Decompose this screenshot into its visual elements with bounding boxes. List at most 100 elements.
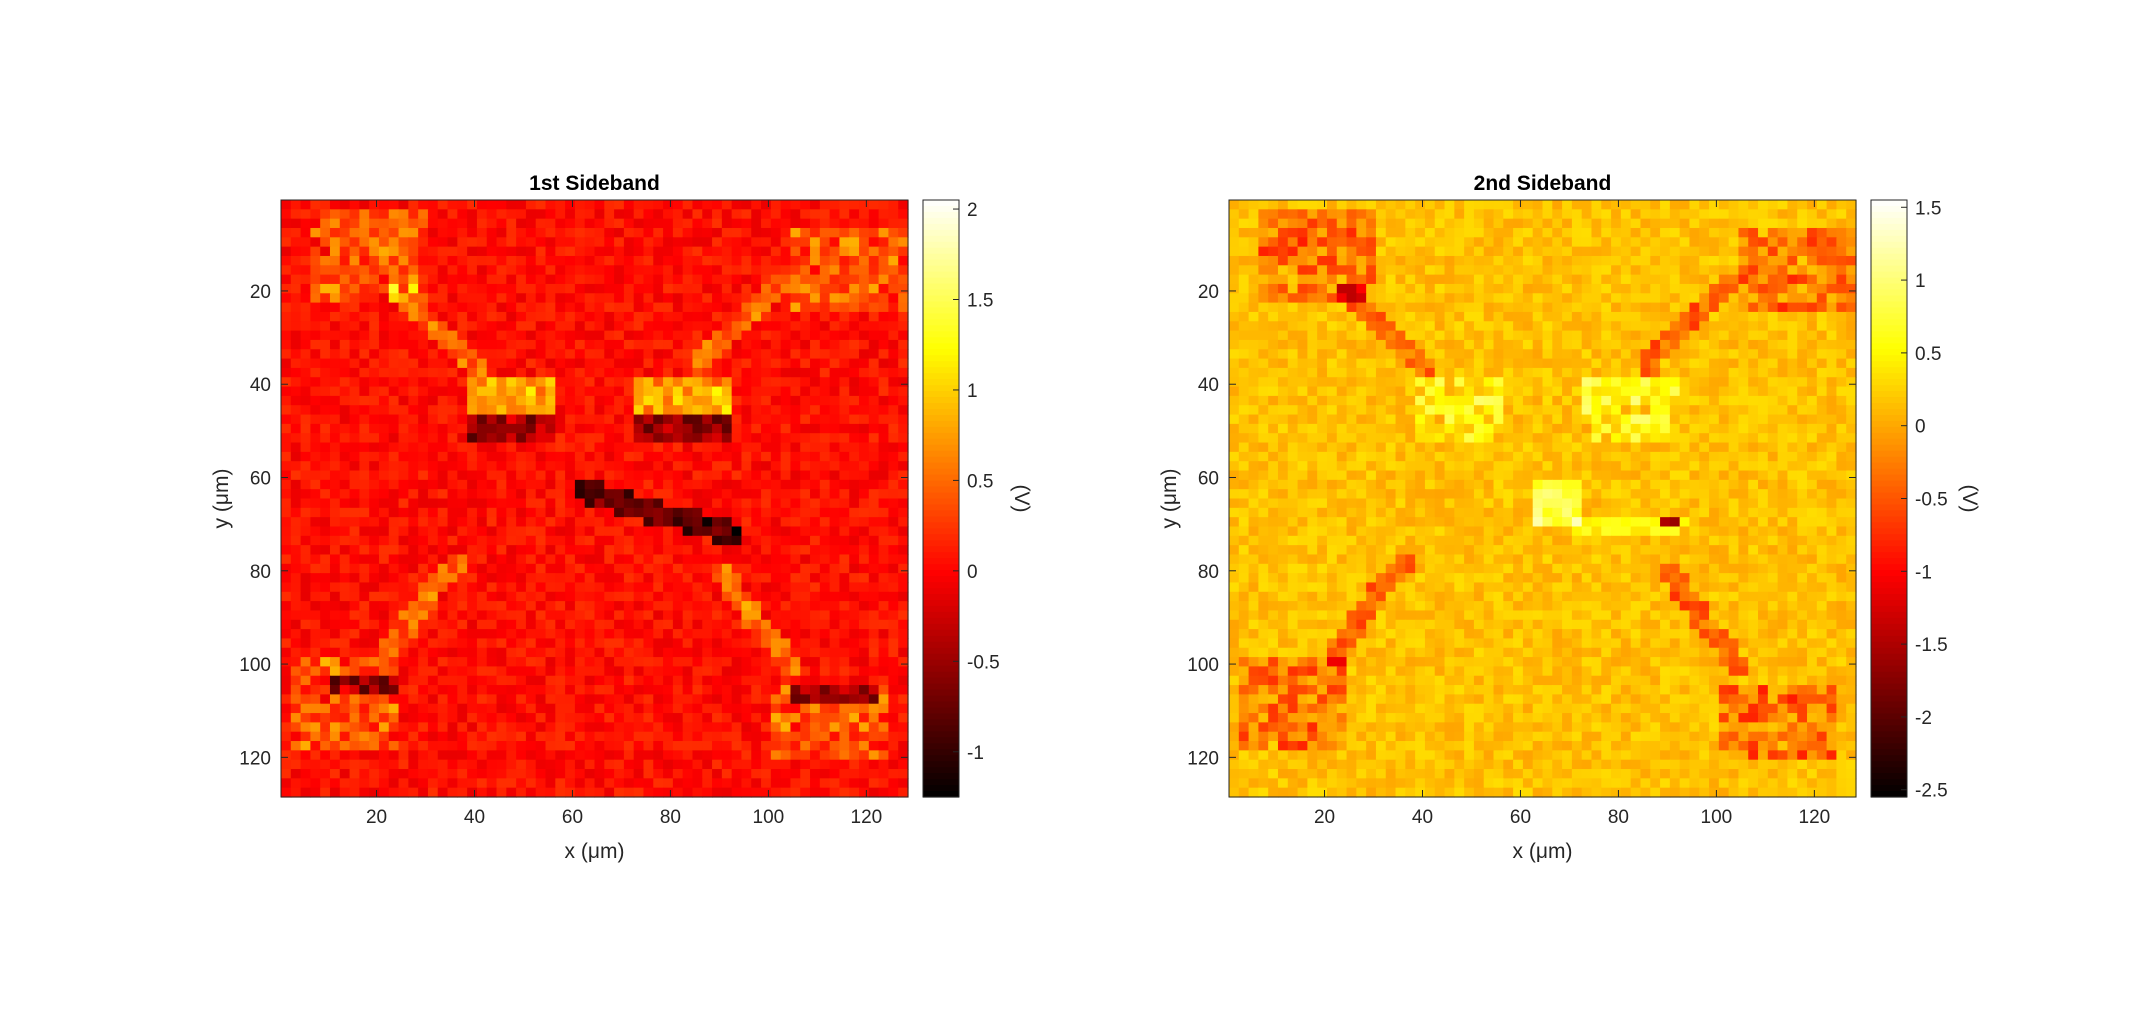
heatmap-cell: [1424, 200, 1436, 210]
heatmap-cell: [378, 339, 390, 350]
heatmap-cell: [682, 713, 694, 723]
heatmap-cell: [496, 405, 507, 416]
colorbar-segment: [923, 253, 959, 261]
heatmap-cell: [761, 227, 772, 238]
heatmap-cell: [584, 302, 596, 313]
colorbar-tick-label: -1: [967, 743, 984, 764]
heatmap-cell: [751, 489, 762, 500]
heatmap-cell: [780, 563, 792, 574]
colorbar-segment: [923, 450, 959, 458]
heatmap-cell: [467, 657, 478, 668]
heatmap-cell: [839, 246, 850, 257]
heatmap-cell: [702, 582, 713, 593]
heatmap-cell: [623, 554, 635, 565]
heatmap-cell: [427, 209, 439, 220]
heatmap-cell: [810, 470, 821, 481]
heatmap-cell: [721, 479, 733, 490]
heatmap-cell: [702, 451, 713, 462]
heatmap-cell: [643, 470, 654, 481]
heatmap-cell: [741, 293, 752, 304]
heatmap-cell: [359, 685, 370, 695]
heatmap-cell: [682, 619, 694, 630]
heatmap-cell: [476, 685, 488, 695]
heatmap-cell: [281, 517, 292, 528]
heatmap-cell: [604, 610, 615, 621]
heatmap-cell: [702, 619, 713, 630]
heatmap-cell: [457, 246, 468, 257]
heatmap-cell: [712, 358, 723, 369]
heatmap-cell: [584, 237, 596, 248]
heatmap-cell: [290, 657, 302, 668]
heatmap-cell: [810, 274, 821, 285]
heatmap-cell: [427, 330, 439, 341]
heatmap-cell: [653, 573, 664, 584]
heatmap-cell: [1650, 237, 1661, 248]
colorbar-segment: [923, 695, 959, 703]
heatmap-cell: [672, 433, 684, 444]
heatmap-cell: [692, 274, 703, 285]
heatmap-cell: [1601, 209, 1612, 220]
heatmap-cell: [1248, 302, 1259, 313]
heatmap-cell: [320, 321, 331, 332]
heatmap-cell: [819, 451, 831, 462]
heatmap-cell: [506, 675, 517, 686]
heatmap-cell: [790, 535, 801, 546]
heatmap-cell: [1287, 274, 1299, 285]
heatmap-cell: [868, 265, 880, 276]
heatmap-cell: [653, 218, 664, 229]
heatmap-cell: [545, 526, 556, 537]
heatmap-cell: [555, 731, 566, 742]
heatmap-cell: [565, 647, 576, 658]
heatmap-cell: [398, 619, 409, 630]
heatmap-cell: [653, 601, 664, 612]
heatmap-cell: [398, 591, 409, 602]
heatmap-cell: [633, 311, 645, 322]
heatmap-cell: [1669, 274, 1681, 285]
heatmap-cell: [633, 675, 645, 686]
heatmap-cell: [555, 591, 566, 602]
heatmap-cell: [486, 237, 498, 248]
heatmap-cell: [868, 619, 880, 630]
heatmap-cell: [329, 209, 341, 220]
heatmap-cell: [388, 554, 400, 565]
heatmap-cell: [359, 274, 370, 285]
heatmap-cell: [731, 769, 743, 779]
heatmap-cell: [584, 451, 596, 462]
heatmap-cell: [388, 647, 400, 658]
heatmap-cell: [623, 591, 635, 602]
heatmap-cell: [1375, 209, 1387, 220]
heatmap-cell: [1660, 293, 1671, 304]
heatmap-cell: [790, 470, 801, 481]
heatmap-cell: [780, 218, 792, 229]
heatmap-cell: [310, 200, 321, 210]
heatmap-cell: [643, 255, 654, 266]
heatmap-cell: [1229, 265, 1240, 276]
heatmap-cell: [712, 685, 723, 695]
heatmap-cell: [486, 591, 498, 602]
heatmap-cell: [565, 787, 576, 798]
heatmap-cell: [329, 386, 341, 397]
heatmap-cell: [702, 246, 713, 257]
heatmap-cell: [810, 200, 821, 210]
heatmap-cell: [281, 265, 292, 276]
heatmap-cell: [800, 526, 811, 537]
heatmap-cell: [388, 433, 400, 444]
heatmap-cell: [437, 535, 449, 546]
heatmap-cell: [545, 750, 556, 761]
heatmap-cell: [329, 666, 341, 677]
heatmap-cell: [1562, 274, 1573, 285]
heatmap-cell: [359, 255, 370, 266]
heatmap-cell: [565, 507, 576, 518]
heatmap-cell: [859, 311, 870, 322]
heatmap-cell: [300, 395, 311, 406]
heatmap-cell: [437, 647, 449, 658]
heatmap-cell: [790, 713, 801, 723]
heatmap-cell: [770, 386, 782, 397]
heatmap-cell: [800, 405, 811, 416]
heatmap-cell: [418, 517, 429, 528]
heatmap-cell: [525, 321, 537, 332]
heatmap-cell: [525, 395, 537, 406]
heatmap-cell: [408, 731, 419, 742]
heatmap-cell: [672, 461, 684, 472]
heatmap-cell: [496, 703, 507, 714]
